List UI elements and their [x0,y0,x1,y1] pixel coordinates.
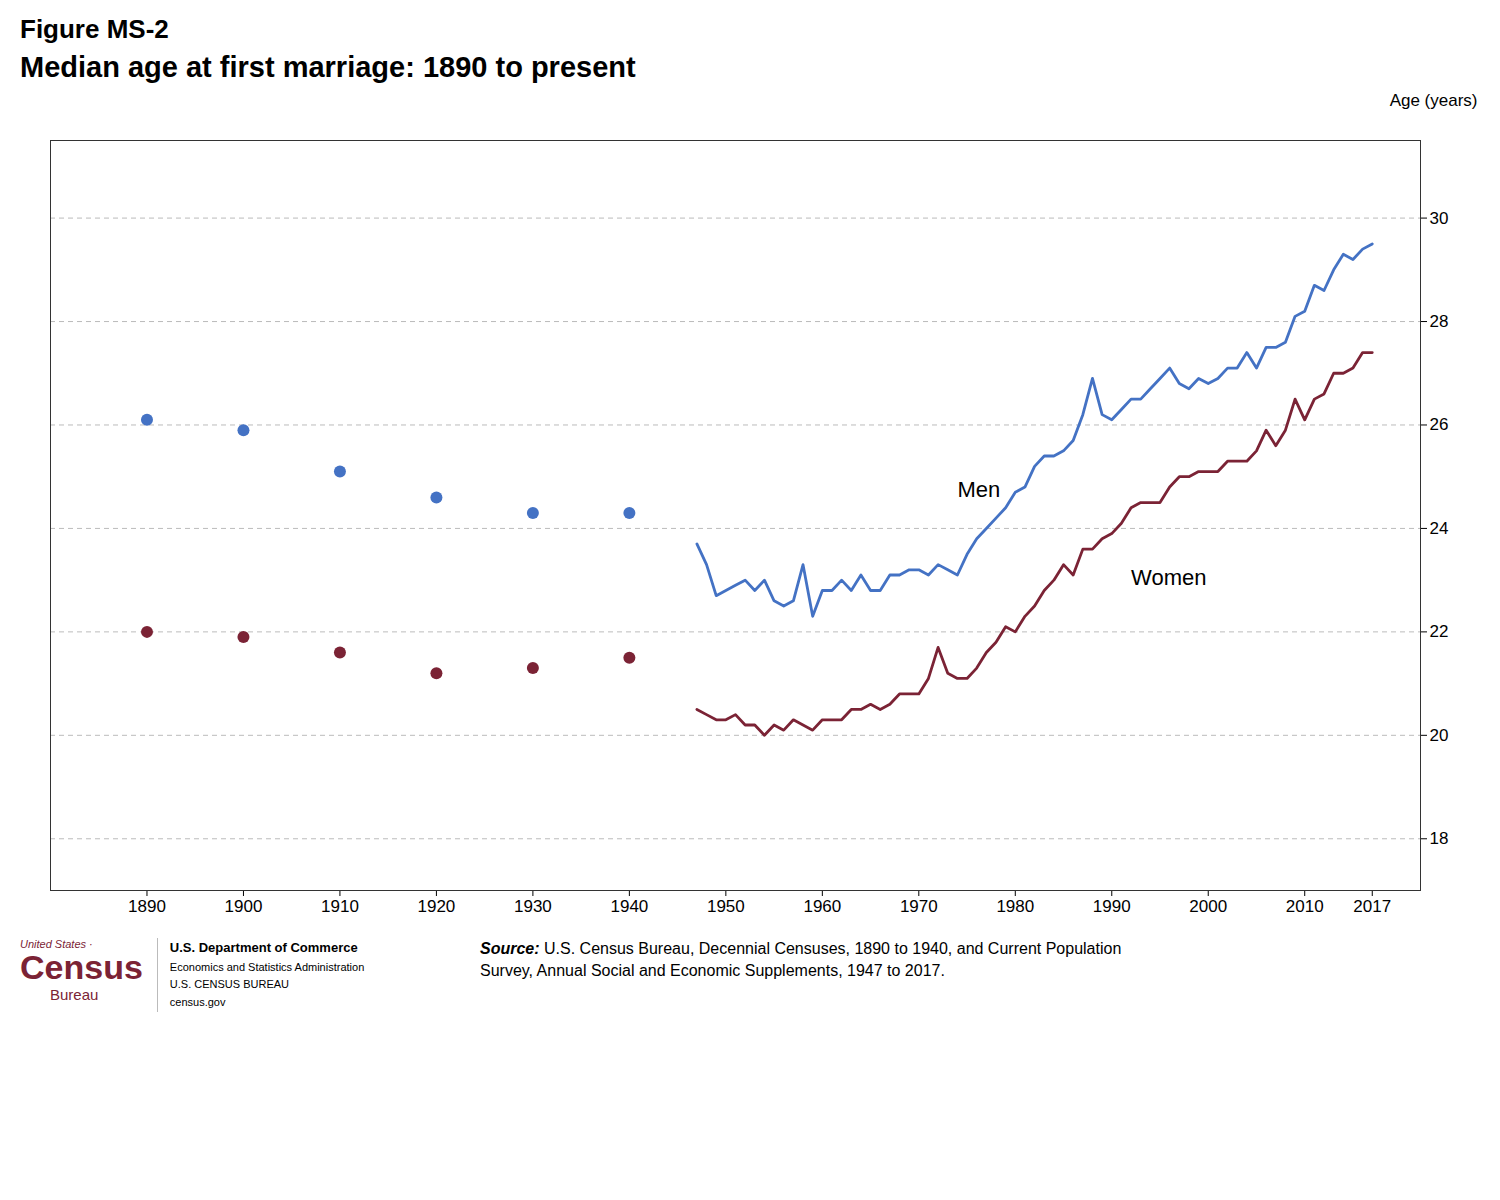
html-text:Bureau: Bureau [50,985,99,1003]
html-text:U.S. CENSUS BUREAU: U.S. CENSUS BUREAU [169,978,289,991]
svg-text:1960: 1960 [803,897,841,916]
svg-text:1990: 1990 [1093,897,1131,916]
svg-text:26: 26 [1430,415,1449,434]
svg-text:1980: 1980 [996,897,1034,916]
svg-text:1920: 1920 [418,897,456,916]
svg-text:1890: 1890 [128,897,166,916]
svg-text:Age (years): Age (years) [1390,91,1478,110]
html-text:U.S. Department of Commerce: U.S. Department of Commerce [169,940,358,955]
svg-text:24: 24 [1430,519,1449,538]
svg-text:30: 30 [1430,209,1449,228]
html-text:Figure MS-2: Figure MS-2 [20,14,169,44]
html-text:Census: Census [20,948,143,986]
svg-text:1900: 1900 [225,897,263,916]
html-text:Economics and Statistics Admin: Economics and Statistics Administration [169,960,365,973]
html-text:Source: U.S. Census Bureau, De: Source: U.S. Census Bureau, Decennial Ce… [480,940,1122,979]
svg-text:1950: 1950 [707,897,745,916]
svg-text:22: 22 [1430,622,1449,641]
svg-text:Women: Women [1131,565,1206,590]
svg-text:Men: Men [957,477,1000,502]
svg-text:20: 20 [1430,726,1449,745]
svg-text:2010: 2010 [1286,897,1324,916]
svg-text:1930: 1930 [514,897,552,916]
html-text:United States ·: United States · [20,938,93,950]
svg-text:18: 18 [1430,829,1449,848]
svg-text:1910: 1910 [321,897,359,916]
svg-text:2017: 2017 [1353,897,1391,916]
svg-text:1970: 1970 [900,897,938,916]
html-text:Median age at first marriage:: Median age at first marriage: 1890 to pr… [20,51,636,83]
svg-text:2000: 2000 [1189,897,1227,916]
svg-text:1940: 1940 [610,897,648,916]
html-text:census.gov: census.gov [169,996,226,1008]
svg-text:28: 28 [1430,312,1449,331]
